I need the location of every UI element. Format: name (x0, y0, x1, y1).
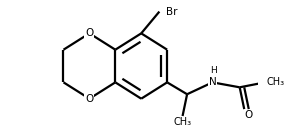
Text: CH₃: CH₃ (174, 117, 192, 127)
Text: H: H (210, 66, 217, 75)
Text: O: O (85, 94, 93, 104)
Text: O: O (85, 28, 93, 38)
Text: O: O (245, 110, 253, 120)
Text: Br: Br (166, 7, 177, 17)
Text: CH₃: CH₃ (266, 77, 284, 87)
Text: N: N (209, 77, 216, 87)
